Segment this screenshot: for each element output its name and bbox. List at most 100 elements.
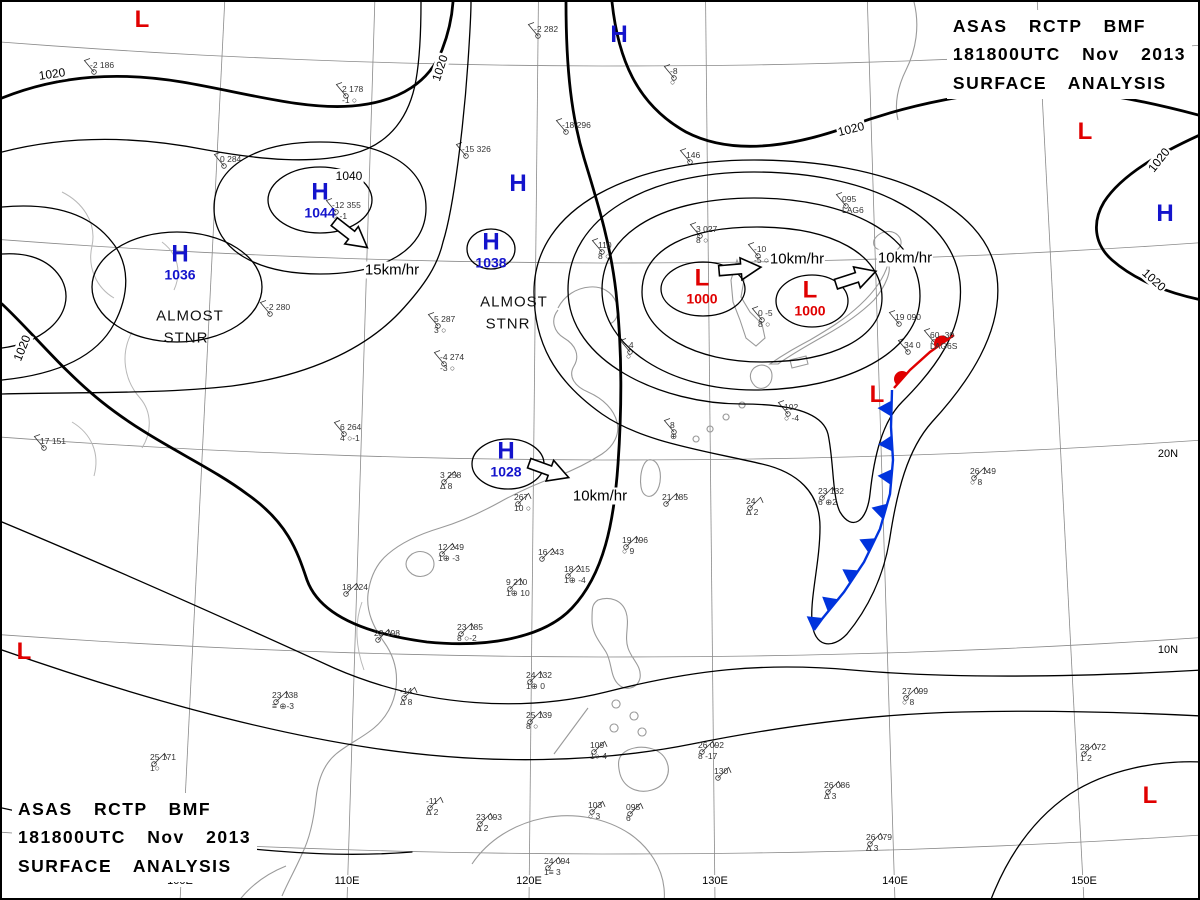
wind-barb-icon <box>33 434 45 449</box>
station-circle-icon <box>439 551 445 557</box>
wind-barb-icon <box>663 418 675 433</box>
station-plot: 34 0 <box>904 340 921 350</box>
wind-barb-icon <box>905 686 920 699</box>
pressure-center-high: H <box>610 23 627 47</box>
longitude-label: 150E <box>1070 875 1098 887</box>
wind-barb-icon <box>869 832 884 845</box>
cold-front-triangle-icon <box>878 435 893 452</box>
coastline <box>609 699 647 737</box>
station-circle-icon <box>755 253 761 259</box>
wind-barb-icon <box>541 547 556 560</box>
station-plot: 24 132 1⊕ 0 <box>526 670 552 691</box>
isobar <box>2 205 127 381</box>
coastline <box>639 459 661 497</box>
coastline <box>405 551 435 577</box>
station-plot: 8 ⊕ <box>670 420 678 441</box>
terrain-line <box>124 331 150 449</box>
station-plot: -18 296 <box>562 120 591 130</box>
wind-barb-icon <box>591 800 606 813</box>
station-circle-icon <box>343 591 349 597</box>
isobar <box>641 226 883 363</box>
motion-arrow-icon <box>833 265 878 290</box>
wind-barb-icon <box>749 496 764 509</box>
coastline <box>281 309 619 897</box>
low-symbol: L <box>869 381 885 408</box>
isobar <box>2 2 422 161</box>
station-plot: 095 6 <box>626 802 641 823</box>
station-circle-icon <box>671 429 677 435</box>
station-plot: -2 280 <box>266 302 291 312</box>
station-circle-icon <box>663 501 669 507</box>
isobar <box>91 231 263 343</box>
isobar <box>213 141 427 275</box>
longitude-line <box>867 2 896 898</box>
station-plot: -2 282 <box>534 24 559 34</box>
station-circle-icon <box>819 495 825 501</box>
station-circle-icon <box>343 93 349 99</box>
station-plot: 18 215 1⊕ -4 <box>564 564 590 585</box>
pressure-center-high: H 1038 <box>475 230 506 270</box>
station-plot: 24 094 1≡ 3 <box>544 856 570 877</box>
pressure-center-high: H 1036 <box>164 242 195 282</box>
station-plot: 0 -5 8 ○ <box>758 308 773 329</box>
pressure-value: 1000 <box>794 302 826 319</box>
wind-barb-icon <box>923 328 935 343</box>
station-plot: 110 8 ○ <box>598 240 612 261</box>
cold-front-triangle-icon <box>822 596 839 612</box>
wind-barb-icon <box>429 796 444 809</box>
station-circle-icon <box>427 805 433 811</box>
isobar <box>775 274 849 328</box>
wind-barb-icon <box>555 118 567 133</box>
isobar <box>267 166 373 234</box>
pressure-center-low: L <box>870 383 885 407</box>
cold-front-triangle-icon <box>859 538 876 553</box>
station-circle-icon <box>785 411 791 417</box>
station-circle-icon <box>589 809 595 815</box>
movement-speed-label: 10km/hr <box>876 249 934 267</box>
station-circle-icon <box>671 75 677 81</box>
station-plot: 23 132 6 ⊕2 <box>818 486 844 507</box>
high-symbol: H <box>311 178 329 206</box>
station-circle-icon <box>441 361 447 367</box>
station-circle-icon <box>477 821 483 827</box>
isobar <box>660 261 746 317</box>
motion-arrow-icon <box>526 457 571 483</box>
wind-barb-icon <box>567 564 582 577</box>
station-circle-icon <box>896 321 902 327</box>
station-plot: 16 243 <box>538 547 564 557</box>
high-symbol: H <box>509 170 527 197</box>
wind-barb-icon <box>827 780 842 793</box>
station-circle-icon <box>273 699 279 705</box>
station-plot: 26 086 Δ 3 <box>824 780 850 801</box>
station-plot: -4 274 -3 ○ <box>440 352 465 373</box>
station-circle-icon <box>527 719 533 725</box>
pressure-value: 1028 <box>490 463 522 480</box>
wind-barb-icon <box>593 740 608 753</box>
movement-status-label: ALMOST <box>480 293 548 311</box>
low-symbol: L <box>802 276 818 304</box>
title-line-2: 181800UTC Nov 2013 <box>18 827 252 848</box>
wind-barb-icon <box>717 766 732 779</box>
station-plot: 21 185 <box>662 492 688 502</box>
station-plot: 267 10 ○ <box>514 492 531 513</box>
terrain-line <box>61 191 115 299</box>
pressure-value: 1044 <box>304 204 336 221</box>
station-circle-icon <box>747 505 753 511</box>
station-plot: -2 186 <box>90 60 115 70</box>
station-circle-icon <box>545 865 551 871</box>
title-line-3: SURFACE ANALYSIS <box>18 855 232 876</box>
terrain-line <box>356 601 365 671</box>
station-circle-icon <box>591 749 597 755</box>
wind-barb-icon <box>591 238 603 253</box>
wind-barb-icon <box>443 470 458 483</box>
station-circle-icon <box>435 323 441 329</box>
longitude-label: 110E <box>333 875 361 887</box>
latitude-line <box>2 239 1198 264</box>
station-circle-icon <box>401 695 407 701</box>
latitude-label: 20N <box>1156 448 1180 460</box>
station-circle-icon <box>867 841 873 847</box>
station-plot: 23 093 Δ 2 <box>476 812 502 833</box>
movement-speed-label: 10km/hr <box>571 487 629 505</box>
pressure-center-low: L <box>1078 120 1093 144</box>
front-layer <box>806 334 955 631</box>
